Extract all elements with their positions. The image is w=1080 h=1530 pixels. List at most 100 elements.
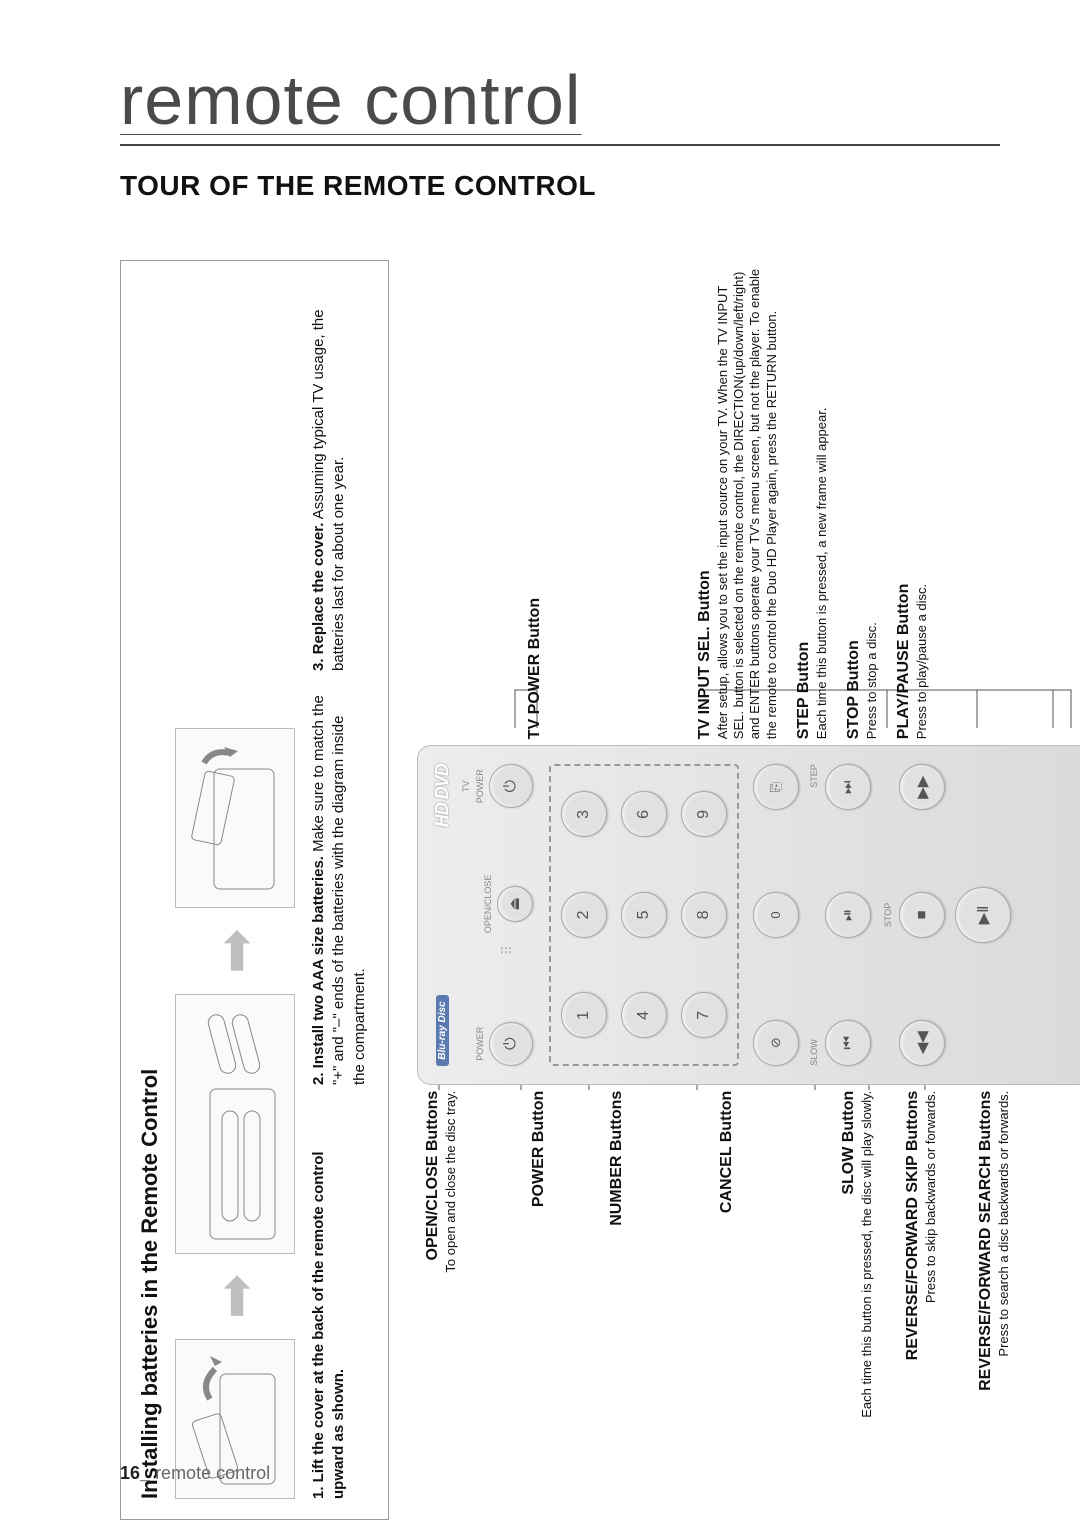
- callout-title: SLOW Button: [839, 1091, 859, 1418]
- stop-label: STOP: [883, 903, 893, 927]
- callout-title: STOP Button: [844, 622, 864, 739]
- step-head: Install two AAA size batteries.: [310, 856, 327, 1068]
- num-6-button[interactable]: 6: [621, 791, 667, 837]
- callout-step: STEP Button Each time this button is pre…: [794, 408, 830, 740]
- callout-desc: To open and close the disc tray.: [443, 1091, 459, 1273]
- arrow-icon: ➡: [204, 929, 267, 974]
- arrow-icon: ➡: [204, 1274, 267, 1319]
- power-label: POWER: [475, 1027, 485, 1061]
- callout-title: CANCEL Button: [717, 1091, 737, 1213]
- power-row: POWER ⏻ ⠿ OPEN/CLOSE ⏏ TV POWER ⏻: [461, 764, 533, 1066]
- eject-button[interactable]: ⏏: [497, 886, 533, 922]
- play-row: ◀◀ ■ ▶▶: [899, 764, 945, 1066]
- slow-step-labels: SLOW STEP: [809, 764, 819, 1066]
- page: remote control TOUR OF THE REMOTE CONTRO…: [0, 0, 1080, 1530]
- tv-input-sel-button[interactable]: ⎘: [753, 764, 799, 810]
- tv-label: TV: [461, 780, 471, 792]
- cancel-button[interactable]: ⊘: [753, 1020, 799, 1066]
- callout-desc: Press to search a disc backwards or forw…: [996, 1091, 1012, 1391]
- callout-desc: After setup, allows you to set the input…: [715, 260, 780, 739]
- play-row2: ▶Ⅱ: [955, 764, 1011, 1066]
- callout-title: STEP Button: [794, 408, 814, 740]
- callout-title: PLAY/PAUSE Button: [894, 584, 914, 740]
- callout-open-close: OPEN/CLOSE Buttons To open and close the…: [423, 1091, 459, 1273]
- rotated-content: Installing batteries in the Remote Contr…: [120, 260, 1000, 1520]
- num-5-button[interactable]: 5: [621, 892, 667, 938]
- num-8-button[interactable]: 8: [681, 892, 727, 938]
- search-rev-button[interactable]: ◀◀: [899, 1020, 945, 1066]
- step-head: Replace the cover.: [310, 523, 327, 655]
- callout-stop: STOP Button Press to stop a disc.: [844, 622, 880, 739]
- page-title: remote control: [120, 60, 1000, 140]
- skip-row: ⏮ ⏯ ⏭: [825, 764, 871, 1066]
- callout-desc: Each time this button is pressed, a new …: [814, 408, 830, 740]
- callout-desc: Press to play/pause a disc.: [914, 584, 930, 740]
- callout-title: NUMBER Buttons: [607, 1091, 627, 1226]
- callout-title: REVERSE/FORWARD SKIP Buttons: [903, 1091, 923, 1361]
- callout-tv-power: TV POWER Button: [525, 598, 545, 739]
- power-col: POWER ⏻: [475, 1022, 533, 1066]
- callout-title: TV POWER Button: [525, 598, 545, 739]
- callout-title: REVERSE/FORWARD SEARCH Buttons: [976, 1091, 996, 1391]
- callout-number: NUMBER Buttons: [607, 1091, 627, 1226]
- stop-button[interactable]: ■: [899, 892, 945, 938]
- step-num: 1.: [310, 1486, 327, 1499]
- callout-title: OPEN/CLOSE Buttons: [423, 1091, 443, 1273]
- left-callouts: OPEN/CLOSE Buttons To open and close the…: [417, 1091, 1012, 1520]
- step-button[interactable]: ⏯: [825, 892, 871, 938]
- footer-section-label: remote control: [155, 1463, 270, 1483]
- tvpower-col: TV POWER ⏻: [461, 764, 533, 808]
- callout-tv-input-sel: TV INPUT SEL. Button After setup, allows…: [695, 260, 780, 739]
- stop-label-row: STOP: [883, 764, 893, 1066]
- callout-cancel: CANCEL Button: [717, 1091, 737, 1213]
- bluray-logo: Blu-ray Disc: [436, 995, 449, 1065]
- ir-dots-icon: ⠿: [499, 943, 516, 955]
- battery-heading: Installing batteries in the Remote Contr…: [137, 281, 163, 1499]
- openclose-label: OPEN/CLOSE: [483, 875, 493, 934]
- battery-svg-2: [180, 999, 290, 1249]
- eject-col: ⠿ OPEN/CLOSE ⏏: [483, 875, 533, 956]
- step-label: STEP: [809, 764, 819, 788]
- number-pad: 1 2 3 4 5 6 7 8 9: [549, 764, 739, 1066]
- play-pause-button[interactable]: ▶Ⅱ: [955, 887, 1011, 943]
- num-9-button[interactable]: 9: [681, 791, 727, 837]
- step-num: 3.: [310, 658, 327, 671]
- battery-step-2: 2. Install two AAA size batteries. Make …: [309, 695, 370, 1085]
- battery-svg-3: [180, 734, 290, 904]
- step-head: Lift the cover at the back of the remote…: [310, 1151, 347, 1499]
- callout-title: POWER Button: [529, 1091, 549, 1207]
- title-wrap: remote control: [120, 60, 1000, 146]
- num-7-button[interactable]: 7: [681, 992, 727, 1038]
- battery-step3-image: [175, 729, 295, 909]
- tv-power-button[interactable]: ⏻: [489, 764, 533, 808]
- callout-desc: Press to skip backwards or forwards.: [923, 1091, 939, 1361]
- right-callouts: TV POWER Button TV INPUT SEL. Button Aft…: [417, 260, 931, 739]
- page-number: 16_: [120, 1463, 150, 1483]
- battery-step2-image: [175, 994, 295, 1254]
- num-1-button[interactable]: 1: [561, 992, 607, 1038]
- num-4-button[interactable]: 4: [621, 992, 667, 1038]
- step-num: 2.: [310, 1072, 327, 1085]
- power-button[interactable]: ⏻: [489, 1022, 533, 1066]
- callout-title: TV INPUT SEL. Button: [695, 260, 715, 739]
- skip-fwd-button[interactable]: ⏭: [825, 764, 871, 810]
- battery-step-1: 1. Lift the cover at the back of the rem…: [309, 1109, 370, 1499]
- cancel-zero-input-row: ⊘ 0 ⎘: [753, 764, 799, 1066]
- num-2-button[interactable]: 2: [561, 892, 607, 938]
- battery-images-row: ➡ ➡: [175, 281, 295, 1499]
- callout-play-pause: PLAY/PAUSE Button Press to play/pause a …: [894, 584, 930, 740]
- slow-label: SLOW: [809, 1039, 819, 1066]
- tvpower-label: POWER: [475, 769, 485, 803]
- page-subtitle: TOUR OF THE REMOTE CONTROL: [120, 170, 1000, 202]
- skip-back-button[interactable]: ⏮: [825, 1020, 871, 1066]
- page-footer: 16_ remote control: [120, 1463, 270, 1484]
- num-0-button[interactable]: 0: [753, 892, 799, 938]
- callout-slow: SLOW Button Each time this button is pre…: [839, 1091, 875, 1418]
- battery-step-3: 3. Replace the cover. Assuming typical T…: [309, 281, 370, 671]
- battery-install-box: Installing batteries in the Remote Contr…: [120, 260, 389, 1520]
- callout-skip: REVERSE/FORWARD SKIP Buttons Press to sk…: [903, 1091, 939, 1361]
- search-fwd-button[interactable]: ▶▶: [899, 764, 945, 810]
- callout-desc: Press to stop a disc.: [864, 622, 880, 739]
- battery-steps: 1. Lift the cover at the back of the rem…: [309, 281, 370, 1499]
- num-3-button[interactable]: 3: [561, 791, 607, 837]
